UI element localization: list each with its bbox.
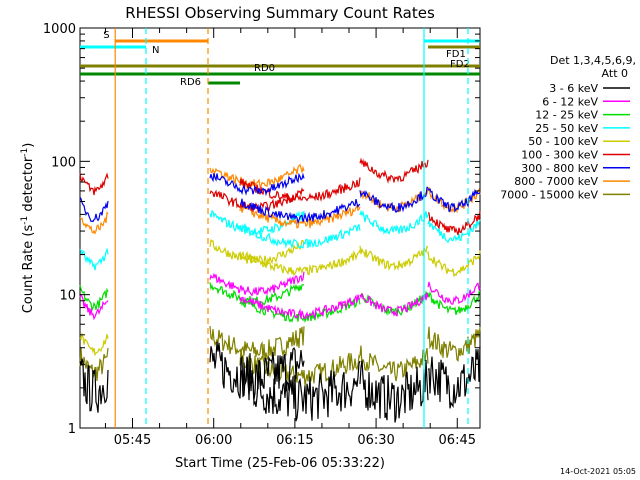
series-line xyxy=(79,347,109,381)
series-line xyxy=(209,341,305,401)
y-tick-label: 1000 xyxy=(43,22,76,37)
series-line xyxy=(359,157,429,184)
y-axis-label: Count Rate (s-1 detector-1) xyxy=(20,143,36,314)
y-axis-label-sup2: -1 xyxy=(20,148,30,157)
legend-header-1: Det 1,3,4,5,6,9, xyxy=(550,54,636,67)
legend-label: 3 - 6 keV xyxy=(549,82,598,95)
series-line xyxy=(209,238,305,267)
series-line xyxy=(79,247,109,271)
flag-label: RD0 xyxy=(254,63,275,74)
chart-title: RHESSI Observing Summary Count Rates xyxy=(125,4,435,22)
series-line xyxy=(79,172,109,196)
y-axis-ticks: 1 10 100 1000 xyxy=(43,22,480,437)
series-line xyxy=(427,326,481,362)
legend-label: 12 - 25 keV xyxy=(535,109,598,122)
legend-label: 800 - 7000 keV xyxy=(514,175,598,188)
flag-label: N xyxy=(152,45,159,56)
flag-label: RD6 xyxy=(180,77,201,88)
series-line xyxy=(79,331,109,357)
y-tick-label: 1 xyxy=(68,422,76,437)
series-line xyxy=(79,285,109,312)
series-line xyxy=(239,360,361,422)
y-axis-label-sup1: -1 xyxy=(20,216,30,225)
x-tick-label: 05:45 xyxy=(114,433,151,448)
x-axis-ticks: 05:45 06:00 06:15 06:30 06:45 xyxy=(104,28,476,448)
series-line xyxy=(427,187,481,213)
y-tick-label: 100 xyxy=(51,155,76,170)
series-line xyxy=(239,222,361,249)
series-line xyxy=(427,219,481,244)
x-axis-label: Start Time (25-Feb-06 05:33:22) xyxy=(175,456,385,471)
series-line xyxy=(427,250,481,278)
series-group xyxy=(79,157,481,423)
footer-date: 14-Oct-2021 05:05 xyxy=(560,467,636,476)
series-line xyxy=(239,177,361,203)
series-line xyxy=(209,271,305,297)
series-line xyxy=(239,249,361,277)
series-line xyxy=(427,281,481,305)
series-line xyxy=(239,203,361,229)
legend-header-2: Att 0 xyxy=(602,67,628,80)
legend-label: 7000 - 15000 keV xyxy=(500,188,598,201)
series-line xyxy=(240,198,361,225)
legend-label: 25 - 50 keV xyxy=(535,122,598,135)
y-axis-label-part1: Count Rate (s xyxy=(21,225,36,314)
flag-label: FD1 xyxy=(446,49,466,60)
x-tick-label: 06:15 xyxy=(276,433,313,448)
flag-label: FD2 xyxy=(450,59,470,70)
series-line xyxy=(359,209,429,235)
x-tick-label: 06:30 xyxy=(357,433,394,448)
series-line xyxy=(79,293,109,321)
y-tick-label: 10 xyxy=(59,289,76,304)
series-line xyxy=(209,163,305,189)
legend-label: 50 - 100 keV xyxy=(528,135,598,148)
attenuator-lines xyxy=(114,28,469,428)
series-line xyxy=(209,172,305,197)
series-line xyxy=(209,326,305,361)
legend-label: 6 - 12 keV xyxy=(542,95,598,108)
legend-label: 300 - 800 keV xyxy=(521,162,598,175)
series-line xyxy=(239,349,361,386)
y-axis-label-part3: ) xyxy=(21,143,36,148)
series-line xyxy=(359,292,429,317)
series-line xyxy=(359,186,428,214)
series-line xyxy=(427,211,481,236)
series-line xyxy=(359,359,429,423)
x-tick-label: 06:00 xyxy=(195,433,232,448)
x-tick-label: 06:45 xyxy=(439,433,476,448)
series-line xyxy=(239,294,361,320)
series-line xyxy=(79,197,109,223)
flag-label: S xyxy=(103,30,109,41)
series-line xyxy=(209,187,305,214)
series-line xyxy=(79,211,109,235)
series-line xyxy=(427,290,481,316)
series-line xyxy=(79,358,109,413)
series-line xyxy=(209,282,305,307)
series-line xyxy=(427,346,481,409)
legend-label: 100 - 300 keV xyxy=(521,149,598,162)
series-line xyxy=(359,345,429,382)
y-axis-label-part2: detector xyxy=(21,156,36,216)
series-line xyxy=(359,245,429,272)
